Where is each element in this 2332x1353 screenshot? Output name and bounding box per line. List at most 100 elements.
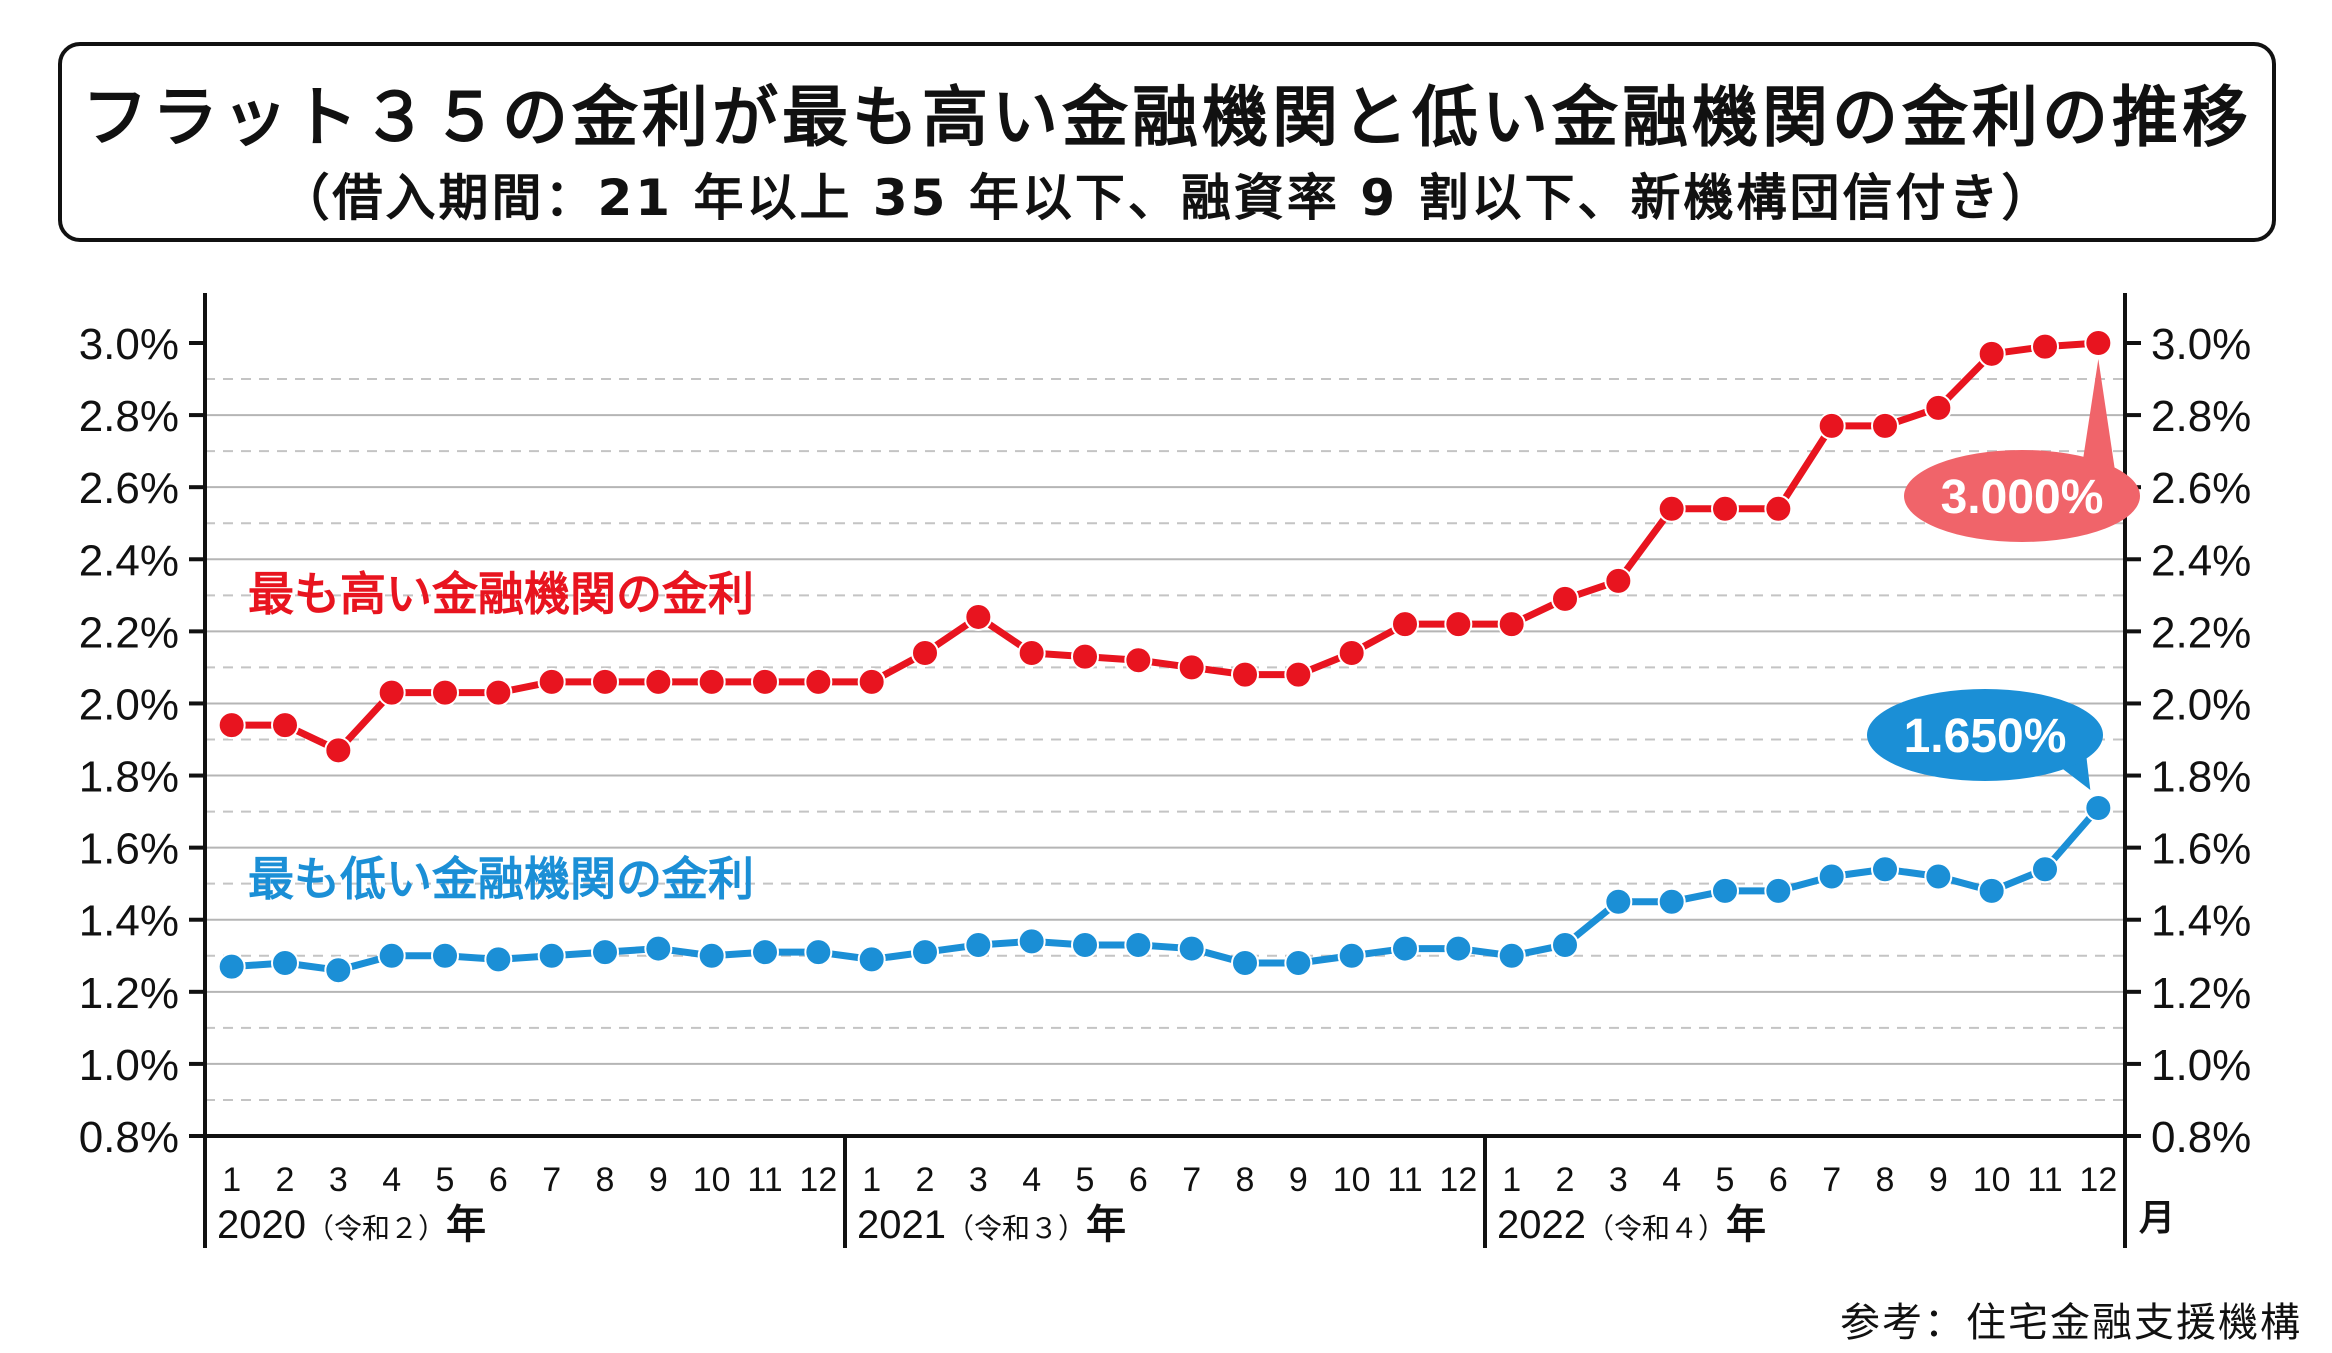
x-tick-label: 9 <box>1929 1161 1948 1199</box>
x-tick-label: 8 <box>1236 1161 1255 1199</box>
x-tick-label: 10 <box>693 1161 731 1199</box>
data-point <box>1017 927 1046 956</box>
x-tick-label: 6 <box>1129 1161 1148 1199</box>
data-point <box>1977 876 2006 905</box>
data-point <box>591 667 619 696</box>
x-tick-label: 4 <box>382 1161 401 1199</box>
callout-label: 1.650% <box>1904 710 2067 763</box>
y-tick-label-right: 3.0% <box>2151 320 2251 369</box>
y-tick-label-left: 0.8% <box>79 1113 179 1162</box>
x-tick-label: 11 <box>747 1161 782 1199</box>
data-point <box>537 941 566 970</box>
y-tick-label-left: 2.2% <box>79 608 179 657</box>
x-tick-label: 7 <box>1182 1161 1201 1199</box>
data-point <box>1871 411 1899 440</box>
data-point <box>697 941 726 970</box>
data-point <box>1657 887 1686 916</box>
data-point <box>1817 411 1846 440</box>
callout-bubble <box>1867 689 2103 781</box>
x-tick-label: 9 <box>1289 1161 1308 1199</box>
callout-bubble <box>1904 450 2140 542</box>
data-point <box>751 667 779 696</box>
page-subtitle: （借入期間：21 年以上 35 年以下、融資率 9 割以下、新機構団信付き） <box>279 169 2055 227</box>
y-tick-label-left: 2.4% <box>79 536 179 585</box>
x-tick-label: 1 <box>1502 1161 1521 1199</box>
y-tick-label-left: 1.0% <box>79 1041 179 1090</box>
data-point <box>964 602 993 631</box>
year-label: 2021（令和３）年 <box>857 1203 1126 1247</box>
data-point <box>324 956 353 985</box>
year-label: 2022（令和４）年 <box>1497 1203 1766 1247</box>
x-tick-label: 11 <box>1387 1161 1422 1199</box>
data-point <box>484 945 513 974</box>
y-tick-label-right: 2.4% <box>2151 536 2251 585</box>
x-tick-label: 7 <box>1822 1161 1841 1199</box>
data-point <box>1711 494 1739 523</box>
data-point <box>1017 638 1046 667</box>
x-tick-label: 2 <box>276 1161 295 1199</box>
data-point <box>1817 862 1846 891</box>
data-point <box>377 678 406 707</box>
data-point <box>431 941 459 970</box>
data-point <box>1071 642 1099 671</box>
data-point <box>1071 930 1099 959</box>
y-tick-label-left: 1.8% <box>79 753 179 802</box>
data-point <box>1231 660 1259 689</box>
data-point <box>1657 494 1686 523</box>
data-point <box>804 667 833 696</box>
series-label: 最も高い金融機関の金利 <box>248 568 754 620</box>
data-point <box>911 938 939 967</box>
series-label: 最も低い金融機関の金利 <box>248 853 754 905</box>
y-tick-label-right: 1.0% <box>2151 1041 2251 1090</box>
x-tick-label: 9 <box>649 1161 668 1199</box>
x-tick-label: 7 <box>542 1161 561 1199</box>
data-point <box>377 941 406 970</box>
x-tick-label: 11 <box>2027 1161 2062 1199</box>
callout-label: 3.000% <box>1941 471 2104 524</box>
data-point <box>271 948 299 977</box>
x-tick-label: 8 <box>1876 1161 1895 1199</box>
y-tick-label-right: 1.2% <box>2151 969 2251 1018</box>
data-point <box>911 638 939 667</box>
data-point <box>1284 660 1313 689</box>
data-point <box>1551 930 1579 959</box>
title-box: フラット３５の金利が最も高い金融機関と低い金融機関の金利の推移 （借入期間：21… <box>58 42 2276 242</box>
x-tick-label: 12 <box>2079 1161 2117 1199</box>
y-tick-label-right: 1.4% <box>2151 897 2251 946</box>
x-tick-label: 5 <box>1716 1161 1735 1199</box>
x-tick-label: 3 <box>969 1161 988 1199</box>
x-tick-label: 3 <box>329 1161 348 1199</box>
data-point <box>697 667 726 696</box>
x-tick-label: 3 <box>1609 1161 1628 1199</box>
data-point <box>537 667 566 696</box>
x-tick-label: 1 <box>222 1161 241 1199</box>
data-point <box>2031 332 2059 361</box>
data-point <box>1764 876 1793 905</box>
y-tick-label-left: 1.4% <box>79 897 179 946</box>
data-point <box>1231 948 1259 977</box>
x-tick-label: 12 <box>799 1161 837 1199</box>
callout-tail <box>2082 359 2117 484</box>
x-tick-label: 5 <box>1076 1161 1095 1199</box>
data-point <box>1711 876 1739 905</box>
data-point <box>1391 934 1419 963</box>
data-point <box>857 945 886 974</box>
data-point <box>1337 638 1366 667</box>
data-point <box>2084 329 2113 357</box>
data-point <box>1177 934 1206 963</box>
data-point <box>591 938 619 967</box>
x-tick-label: 5 <box>436 1161 455 1199</box>
x-tick-label: 10 <box>1973 1161 2011 1199</box>
data-point <box>1924 862 1953 891</box>
data-point <box>804 938 833 967</box>
y-tick-label-left: 2.0% <box>79 680 179 729</box>
data-point <box>857 667 886 696</box>
data-point <box>1604 566 1633 595</box>
data-point <box>1337 941 1366 970</box>
data-point <box>271 711 299 740</box>
x-tick-label: 6 <box>1769 1161 1788 1199</box>
y-tick-label-left: 2.8% <box>79 392 179 441</box>
data-point <box>1977 339 2006 368</box>
y-tick-label-left: 3.0% <box>79 320 179 369</box>
